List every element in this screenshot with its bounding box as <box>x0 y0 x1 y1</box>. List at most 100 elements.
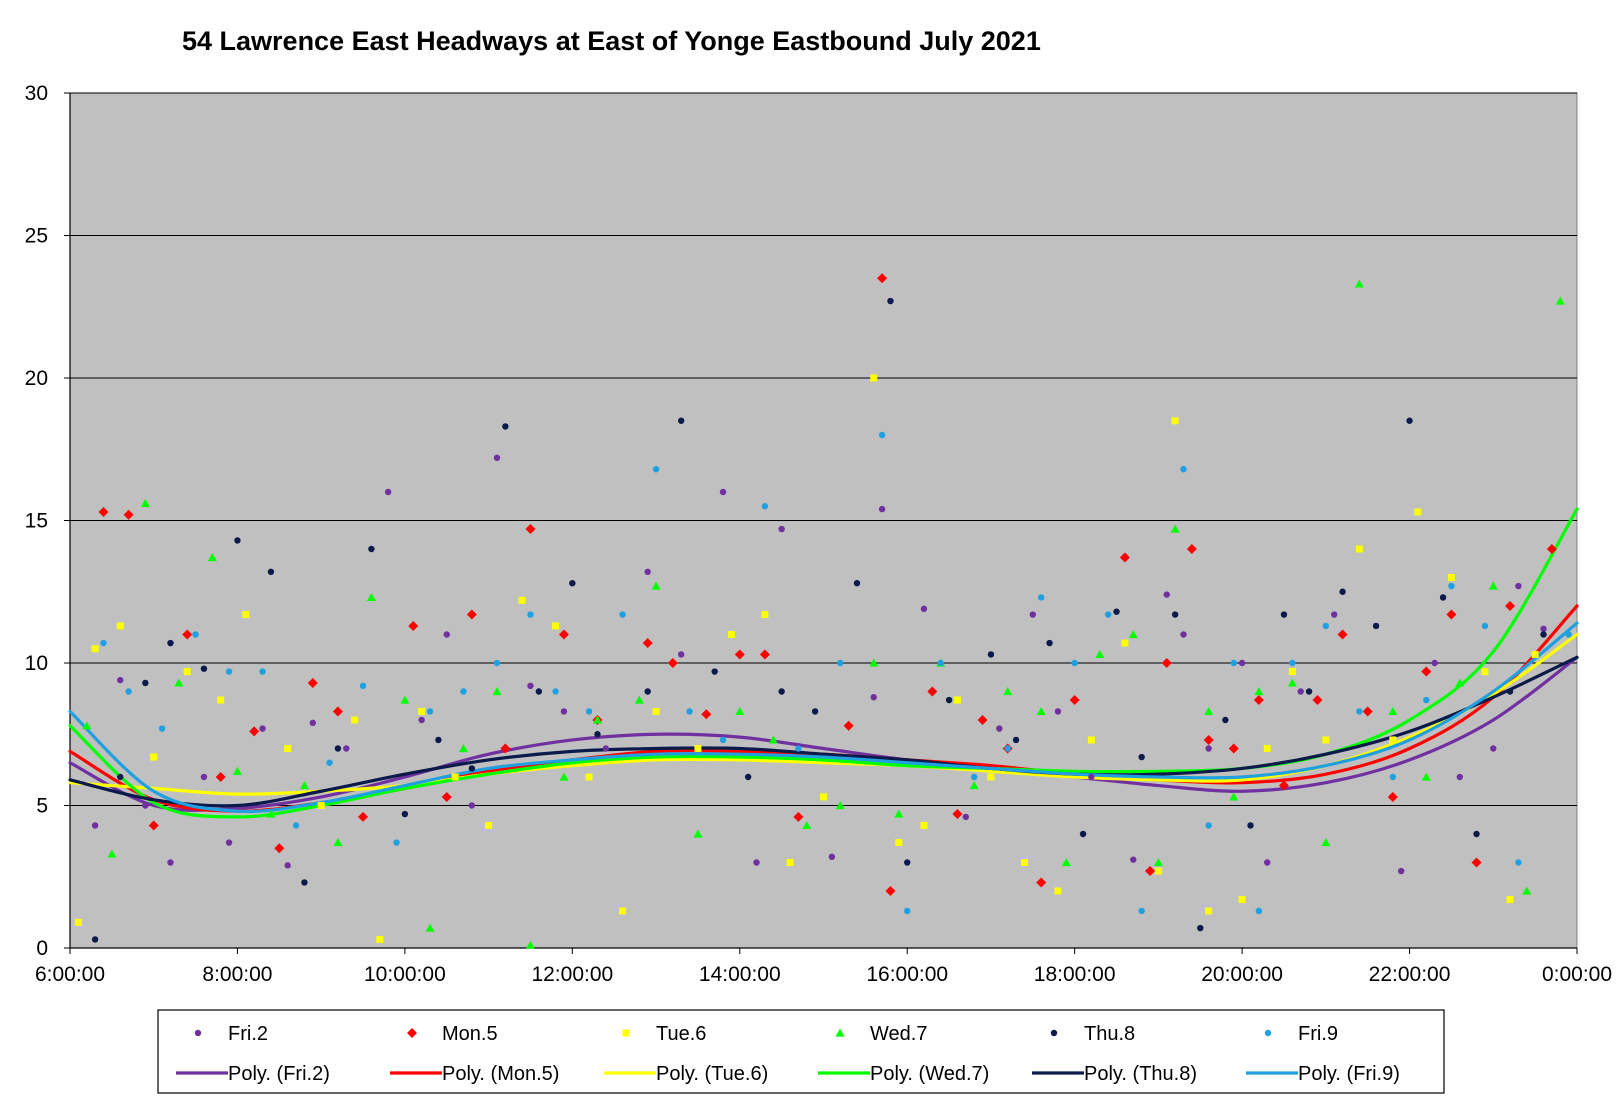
data-point <box>1238 659 1246 667</box>
legend-label: Poly. (Fri.2) <box>228 1063 330 1085</box>
data-point <box>299 781 309 790</box>
data-point <box>225 839 233 846</box>
data-point <box>493 659 501 667</box>
data-point <box>1154 867 1162 875</box>
data-point <box>1354 279 1364 288</box>
data-point <box>870 694 877 701</box>
data-point <box>552 622 560 630</box>
data-point <box>1222 716 1229 724</box>
data-point <box>150 753 158 761</box>
data-point <box>200 665 208 672</box>
data-point <box>795 745 802 752</box>
data-point <box>468 802 476 809</box>
data-point <box>527 611 534 618</box>
data-point <box>962 813 970 821</box>
data-point <box>140 498 150 507</box>
data-point <box>1490 745 1497 752</box>
y-tick-label: 25 <box>25 225 48 248</box>
data-point <box>535 688 543 695</box>
chart-title: 54 Lawrence East Headways at East of Yon… <box>182 26 1041 56</box>
data-point <box>1138 753 1145 761</box>
data-point <box>418 716 425 724</box>
data-point <box>400 695 410 704</box>
data-point <box>701 709 712 720</box>
data-point <box>1280 611 1288 618</box>
data-point <box>1488 581 1498 590</box>
data-point <box>1171 611 1179 618</box>
data-point <box>443 631 450 638</box>
data-point <box>652 707 660 715</box>
data-point <box>1515 859 1522 866</box>
data-point <box>945 696 953 704</box>
data-point <box>1037 594 1045 601</box>
data-point <box>920 605 928 613</box>
data-point <box>953 696 961 704</box>
data-point <box>1104 611 1112 618</box>
data-point <box>1228 743 1239 754</box>
data-point <box>334 745 342 752</box>
data-point <box>167 859 174 866</box>
data-point <box>1546 544 1557 554</box>
data-point <box>1278 780 1289 791</box>
data-point <box>217 696 225 704</box>
data-point <box>158 725 166 732</box>
trendline-poly-thu-8 <box>68 655 1579 808</box>
legend-marker <box>407 1028 417 1038</box>
data-point <box>1061 858 1071 867</box>
data-point <box>1003 687 1013 696</box>
data-point <box>1421 772 1431 781</box>
data-point <box>225 668 233 675</box>
data-point <box>1180 631 1187 638</box>
data-point <box>451 773 459 781</box>
data-point <box>1205 745 1212 752</box>
data-point <box>904 907 911 915</box>
data-point <box>734 649 745 660</box>
data-point <box>317 802 325 809</box>
x-tick-label: 6:00:00 <box>35 963 105 986</box>
data-point <box>927 686 938 697</box>
data-point <box>619 907 627 915</box>
y-tick-label: 5 <box>36 795 48 818</box>
data-point <box>1163 591 1170 598</box>
trendline-poly-fri-2 <box>68 655 1579 812</box>
data-point <box>1130 856 1137 863</box>
data-point <box>878 431 886 439</box>
data-point <box>820 793 827 801</box>
data-point <box>408 620 419 631</box>
data-point <box>1287 678 1297 687</box>
data-point <box>1522 886 1532 895</box>
data-point <box>878 505 886 513</box>
data-point <box>1205 822 1212 829</box>
data-point <box>1004 745 1011 752</box>
data-point <box>651 581 661 590</box>
data-point <box>1448 582 1455 590</box>
data-point <box>401 810 409 818</box>
data-point <box>358 811 369 822</box>
data-point <box>1247 822 1254 829</box>
data-point <box>761 503 769 510</box>
data-point <box>1087 736 1095 744</box>
data-point <box>527 682 534 689</box>
data-point <box>768 735 778 744</box>
data-point <box>1264 859 1271 866</box>
data-point <box>274 843 285 854</box>
data-point <box>1421 666 1432 677</box>
data-point <box>996 725 1003 732</box>
data-point <box>125 688 132 695</box>
data-point <box>1171 417 1179 425</box>
data-point <box>192 631 199 638</box>
data-point <box>1331 611 1338 618</box>
x-tick-label: 12:00:00 <box>531 963 613 986</box>
data-point <box>560 708 568 715</box>
data-point <box>585 708 593 715</box>
data-point <box>778 688 785 695</box>
data-point <box>877 273 888 284</box>
data-point <box>677 417 685 424</box>
data-point <box>1481 622 1489 630</box>
data-point <box>393 839 400 846</box>
data-point <box>1289 659 1296 667</box>
data-point <box>677 651 685 658</box>
data-point <box>1203 734 1214 745</box>
data-point <box>1229 792 1239 801</box>
data-point <box>761 611 769 619</box>
